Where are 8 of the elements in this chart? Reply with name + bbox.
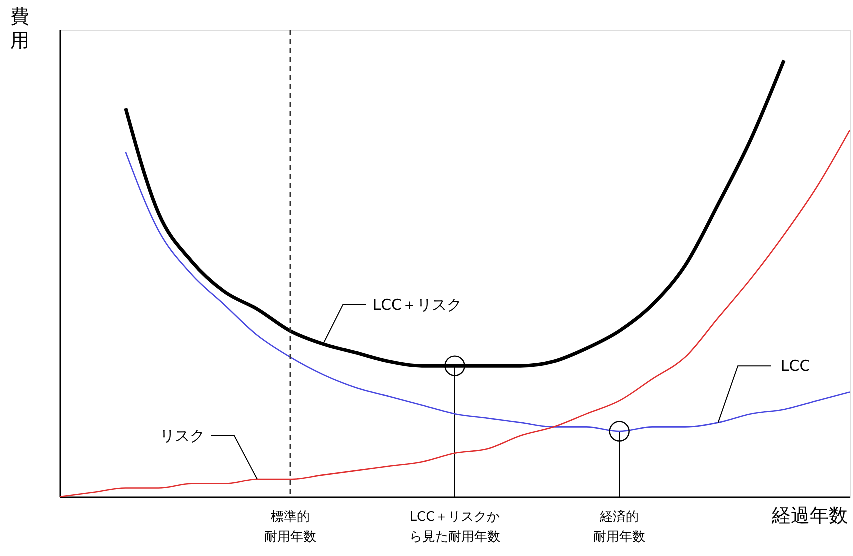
text: LCC＋リスクから見た耐用年数 xyxy=(410,510,500,545)
text: 標準的耐用年数 xyxy=(264,510,316,545)
x-axis-title: 経過年数 xyxy=(771,505,848,527)
text: リスク xyxy=(160,426,205,445)
y-axis-title: 費用 xyxy=(10,6,30,52)
text: LCC＋リスク xyxy=(372,296,462,314)
text: 経済的耐用年数 xyxy=(594,509,646,545)
series-label: LCC xyxy=(780,357,810,376)
